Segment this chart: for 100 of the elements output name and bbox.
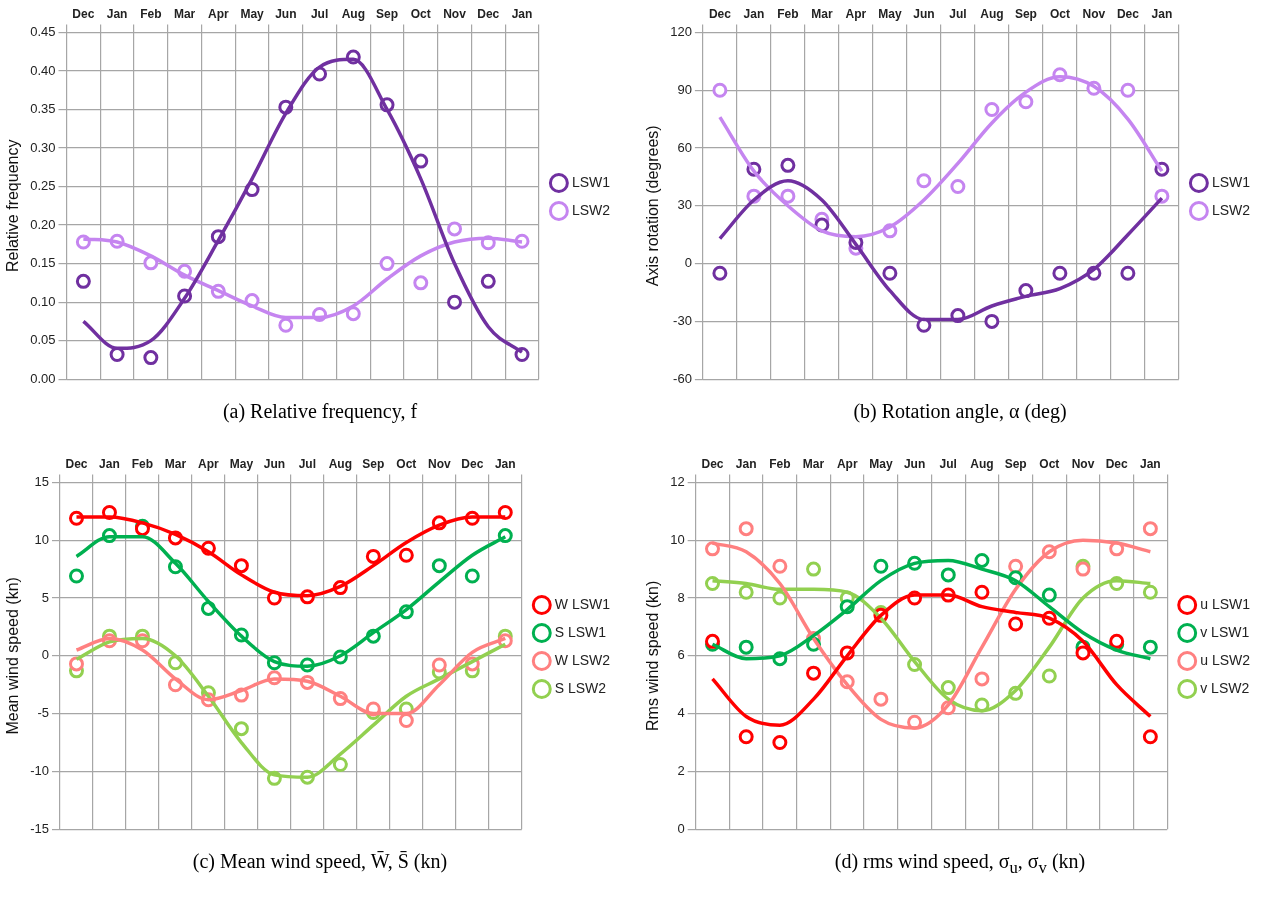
legend-label: S LSW2 [554, 679, 607, 696]
legend-label: S LSW1 [554, 623, 607, 640]
x-tick-label: May [878, 6, 902, 21]
x-tick-label: Dec [461, 456, 484, 471]
y-tick-label: 0.25 [30, 178, 56, 194]
y-tick-label: 0 [677, 820, 685, 836]
legend-label: LSW2 [571, 201, 611, 218]
x-tick-label: Sep [1004, 456, 1027, 471]
y-tick-label: 0.40 [30, 62, 56, 78]
x-tick-label: Oct [1049, 6, 1070, 21]
x-tick-label: Jan [494, 456, 516, 471]
y-tick-label: 6 [677, 647, 685, 663]
legend-label: LSW2 [1211, 201, 1251, 218]
y-tick-label: 0.05 [30, 332, 56, 348]
x-tick-label: Mar [802, 456, 825, 471]
x-tick-label: Jul [310, 6, 329, 21]
y-tick-label: 8 [677, 589, 685, 605]
x-tick-label: May [869, 456, 893, 471]
x-tick-label: Feb [777, 6, 799, 21]
x-tick-label: Jun [913, 6, 935, 21]
y-axis-title: Axis rotation (degrees) [644, 125, 662, 287]
x-tick-label: Sep [1014, 6, 1037, 21]
x-tick-label: Jan [1140, 456, 1161, 471]
y-tick-label: -60 [673, 370, 692, 386]
x-tick-label: Aug [328, 456, 353, 471]
y-tick-label: 0.35 [30, 101, 56, 117]
x-tick-label: Feb [140, 6, 162, 21]
y-tick-label: 10 [34, 531, 49, 547]
x-tick-label: Apr [198, 456, 220, 471]
x-tick-label: Dec [708, 6, 732, 21]
x-tick-label: Jan [511, 6, 533, 21]
y-tick-label: -30 [673, 312, 692, 328]
x-tick-label: Dec [72, 6, 95, 21]
y-tick-label: -10 [30, 762, 49, 778]
x-tick-label: Jun [275, 6, 297, 21]
y-axis-title: Rms wind speed (kn) [644, 580, 662, 731]
x-tick-label: Oct [410, 6, 431, 21]
text: (b) Rotation angle, α (deg) [852, 400, 1068, 423]
x-tick-label: Dec [701, 456, 724, 471]
x-tick-label: May [240, 6, 265, 21]
legend-label: LSW1 [1211, 173, 1251, 190]
x-tick-label: Aug [970, 456, 994, 471]
legend-label: u LSW1 [1200, 595, 1251, 612]
x-tick-label: Jan [99, 456, 120, 471]
x-tick-label: Jan [1151, 6, 1173, 21]
y-tick-label: 4 [677, 705, 685, 721]
x-tick-label: Oct [1039, 456, 1060, 471]
x-tick-label: Dec [477, 6, 500, 21]
x-tick-label: Mar [164, 456, 187, 471]
x-tick-label: Feb [769, 456, 791, 471]
x-tick-label: Aug [341, 6, 365, 21]
x-tick-label: Apr [208, 6, 229, 21]
x-tick-label: Dec [1105, 456, 1129, 471]
x-tick-label: Jul [939, 456, 957, 471]
x-tick-label: Dec [1116, 6, 1140, 21]
x-tick-label: Nov [1071, 456, 1095, 471]
text: (a) Relative frequency, f [221, 400, 419, 423]
y-tick-label: 0 [41, 647, 49, 663]
y-tick-label: 2 [677, 762, 685, 778]
y-tick-label: -5 [37, 705, 49, 721]
x-tick-label: Apr [845, 6, 867, 21]
x-tick-label: Apr [836, 456, 858, 471]
y-tick-label: 5 [41, 589, 49, 605]
y-tick-label: 60 [677, 139, 692, 155]
legend-label: LSW1 [571, 173, 611, 190]
y-tick-label: 15 [34, 473, 49, 489]
text: (c) Mean wind speed, W̄, S̄ (kn) [191, 850, 449, 873]
legend-label: W LSW1 [554, 595, 611, 612]
y-tick-label: 30 [677, 197, 692, 213]
x-tick-label: Mar [173, 6, 196, 21]
x-tick-label: Jan [743, 6, 765, 21]
y-tick-label: -15 [30, 820, 49, 836]
y-tick-label: 90 [677, 81, 692, 97]
legend-label: W LSW2 [554, 651, 611, 668]
x-tick-label: Mar [811, 6, 833, 21]
y-tick-label: 10 [670, 531, 685, 547]
x-tick-label: Nov [443, 6, 467, 21]
x-tick-label: Nov [1082, 6, 1106, 21]
y-tick-label: 0.15 [30, 255, 56, 271]
x-tick-label: Jan [106, 6, 128, 21]
y-tick-label: 120 [670, 23, 692, 39]
y-axis-title: Relative frequency [4, 139, 22, 273]
legend-label: v LSW2 [1200, 679, 1250, 696]
x-tick-label: Jul [949, 6, 967, 21]
x-tick-label: Oct [396, 456, 417, 471]
y-tick-label: 0.20 [30, 216, 56, 232]
x-tick-label: Sep [362, 456, 385, 471]
x-tick-label: Feb [131, 456, 154, 471]
x-tick-label: Jul [298, 456, 317, 471]
x-tick-label: May [229, 456, 254, 471]
y-tick-label: 0.30 [30, 139, 56, 155]
y-tick-label: 0.10 [30, 293, 56, 309]
y-tick-label: 0.45 [30, 23, 56, 39]
x-tick-label: Jun [263, 456, 286, 471]
x-tick-label: Jun [903, 456, 926, 471]
legend-label: u LSW2 [1200, 651, 1251, 668]
x-tick-label: Aug [980, 6, 1004, 21]
text: (d) rms wind speed, σ$_{u}$, σ$_{v}$ (kn) [833, 850, 1087, 878]
legend-label: v LSW1 [1200, 623, 1250, 640]
x-tick-label: Jan [735, 456, 757, 471]
